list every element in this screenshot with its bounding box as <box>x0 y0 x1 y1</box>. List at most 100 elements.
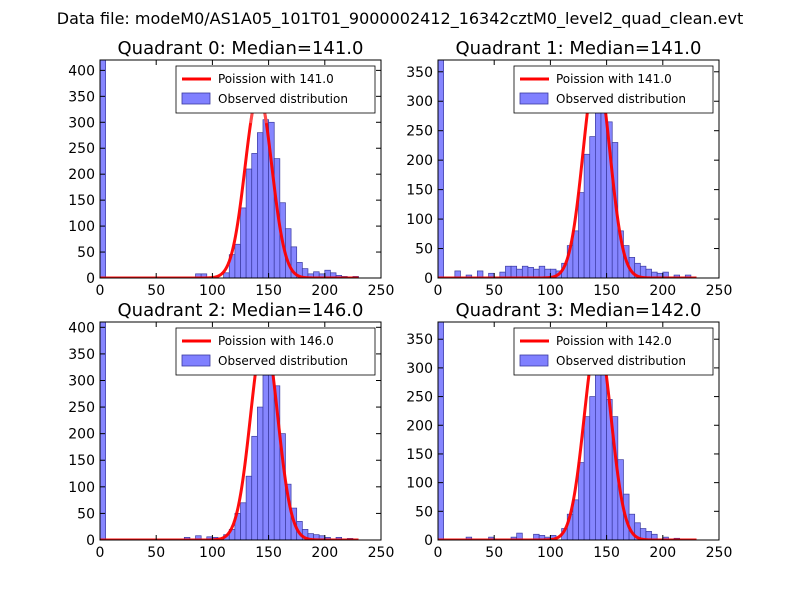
y-tick-label: 0 <box>86 271 95 287</box>
histogram-bar <box>438 322 444 540</box>
y-tick-label: 0 <box>86 533 95 549</box>
histogram-bar <box>527 267 534 278</box>
histogram-bar <box>245 475 253 540</box>
y-tick-label: 200 <box>406 153 433 169</box>
x-tick-label: 100 <box>199 283 226 299</box>
y-tick-label: 300 <box>406 361 433 377</box>
axes-frame <box>99 59 382 279</box>
x-tick-label: 100 <box>537 283 564 299</box>
legend: Poission with 142.0 Observed distribution <box>513 327 714 376</box>
histogram-bar <box>100 60 106 278</box>
subplot-quadrant-1: 0 50 100 150 200 250 0 50 100 150 200 250 300 350 Quad… <box>406 38 732 299</box>
legend-box <box>513 327 714 376</box>
figure-suptitle: Data file: modeM0/AS1A05_101T01_90000024… <box>57 9 743 29</box>
histogram-bar <box>240 207 247 278</box>
histogram-bar <box>200 273 208 278</box>
y-tick-label: 250 <box>406 124 433 140</box>
y-tick-label: 150 <box>406 447 433 463</box>
y-tick-label: 300 <box>68 373 95 389</box>
axes-frame <box>437 321 720 541</box>
y-tick-label: 350 <box>68 347 95 363</box>
histogram-bar <box>521 265 529 278</box>
y-tick-label: 50 <box>77 506 95 522</box>
legend-bar-label: Observed distribution <box>556 354 686 368</box>
legend-bar-label: Observed distribution <box>218 92 348 106</box>
y-tick-label: 100 <box>406 476 433 492</box>
histogram-bar <box>223 272 230 278</box>
x-tick-label: 50 <box>485 545 503 561</box>
histogram-bar <box>578 192 585 278</box>
x-tick-label: 200 <box>311 283 338 299</box>
legend-line-label: Poission with 141.0 <box>218 72 334 86</box>
y-tick-label: 50 <box>415 504 433 520</box>
y-tick-label: 150 <box>406 183 433 199</box>
x-tick-label: 0 <box>434 545 443 561</box>
histogram-bar <box>600 370 607 540</box>
x-tick-label: 0 <box>434 283 443 299</box>
x-tick-label: 250 <box>706 545 733 561</box>
histogram-bar <box>583 416 591 540</box>
histogram-bar <box>268 364 275 540</box>
x-tick-label: 150 <box>255 545 282 561</box>
subplot-quadrant-0: 0 50 100 150 200 250 0 50 100 150 200 250 300 350 400 Q… <box>68 38 394 299</box>
legend-bar-swatch <box>519 354 549 367</box>
y-tick-label: 250 <box>68 400 95 416</box>
y-tick-label: 400 <box>68 63 95 79</box>
histogram-bar <box>589 396 596 540</box>
y-tick-label: 350 <box>406 332 433 348</box>
x-tick-label: 50 <box>485 283 503 299</box>
axes-frame <box>99 321 382 541</box>
subplot-grid: 0 50 100 150 200 250 0 50 100 150 200 250 300 350 400 Q… <box>68 38 732 561</box>
y-tick-label: 200 <box>406 418 433 434</box>
legend-box <box>175 327 376 376</box>
histogram-bar <box>578 462 585 540</box>
x-tick-label: 250 <box>706 283 733 299</box>
y-tick-label: 300 <box>68 115 95 131</box>
histogram-bar <box>505 265 512 278</box>
legend: Poission with 141.0 Observed distribution <box>513 65 714 114</box>
histogram-bar <box>595 109 602 278</box>
y-tick-label: 200 <box>68 167 95 183</box>
y-tick-label: 300 <box>406 94 433 110</box>
y-tick-label: 50 <box>415 242 433 258</box>
plot-area <box>438 322 698 540</box>
histogram-bar <box>100 322 106 540</box>
legend-bar-swatch <box>519 92 549 105</box>
histogram-bar <box>589 136 596 278</box>
x-tick-label: 50 <box>147 545 165 561</box>
histogram-bar <box>510 265 518 278</box>
subplot-title: Quadrant 2: Median=146.0 <box>118 300 364 321</box>
histogram-bar <box>438 60 444 278</box>
y-tick-label: 50 <box>77 245 95 261</box>
legend-bar-label: Observed distribution <box>556 92 686 106</box>
y-tick-label: 250 <box>68 141 95 157</box>
legend: Poission with 146.0 Observed distribution <box>175 327 376 376</box>
y-tick-label: 350 <box>68 89 95 105</box>
plot-area <box>100 60 360 278</box>
x-tick-label: 250 <box>368 545 395 561</box>
histogram-bar <box>651 533 658 540</box>
histogram-bar <box>234 243 241 278</box>
x-tick-label: 0 <box>96 283 105 299</box>
y-tick-label: 200 <box>68 427 95 443</box>
y-tick-label: 100 <box>406 212 433 228</box>
subplot-quadrant-3: 0 50 100 150 200 250 0 50 100 150 200 250 300 350 Quad… <box>406 300 732 561</box>
subplot-quadrant-2: 0 50 100 150 200 250 0 50 100 150 200 250 300 350 400 Q… <box>68 300 394 561</box>
legend-box <box>513 65 714 114</box>
histogram-bar <box>257 406 264 540</box>
legend-line-label: Poission with 146.0 <box>218 334 334 348</box>
y-tick-label: 350 <box>406 65 433 81</box>
y-tick-label: 250 <box>406 390 433 406</box>
x-tick-label: 150 <box>255 283 282 299</box>
x-tick-label: 150 <box>593 283 620 299</box>
y-tick-label: 100 <box>68 480 95 496</box>
histogram-bar <box>257 132 264 278</box>
histogram-bar <box>595 356 602 540</box>
histogram-bar <box>245 168 253 278</box>
y-tick-label: 400 <box>68 320 95 336</box>
y-tick-label: 0 <box>424 271 433 287</box>
y-tick-label: 150 <box>68 193 95 209</box>
histogram-bar <box>538 265 546 278</box>
histogram-bar <box>583 153 591 278</box>
y-tick-label: 0 <box>424 533 433 549</box>
